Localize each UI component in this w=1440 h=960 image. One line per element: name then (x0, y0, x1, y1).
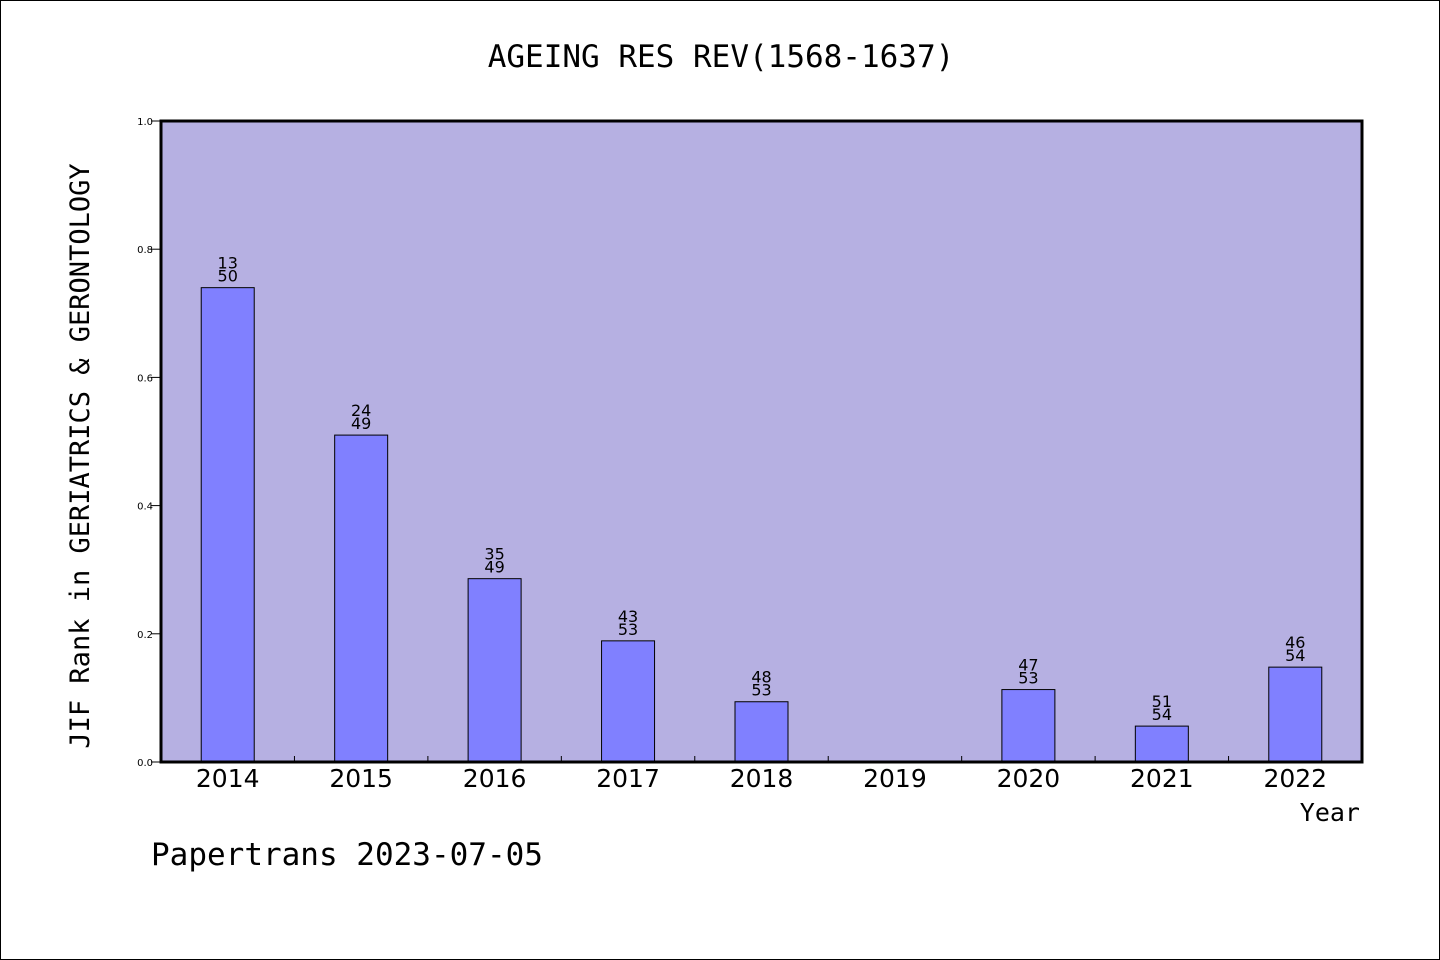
bar (601, 640, 656, 763)
y-tick-label: 0.4 (137, 502, 153, 513)
y-tick-label: 0.2 (137, 630, 153, 641)
y-tick-label: 1.0 (137, 117, 153, 128)
bar (734, 701, 789, 763)
x-tick-label: 2022 (1263, 764, 1327, 793)
y-axis-label: JIF Rank in GERIATRICS & GERONTOLOGY (65, 163, 96, 748)
footer-text: Papertrans 2023-07-05 (151, 837, 543, 873)
bar (1134, 725, 1189, 763)
bars-group (200, 287, 1323, 763)
x-tick-label: 2016 (463, 764, 527, 793)
bar-total-label: 53 (751, 681, 771, 700)
y-tick-label: 0.0 (137, 758, 153, 769)
plot-border (159, 119, 1364, 764)
chart-title: AGEING RES REV(1568-1637) (488, 39, 955, 75)
x-tick-label: 2017 (596, 764, 660, 793)
bar (200, 287, 255, 763)
x-tick-label: 2015 (329, 764, 393, 793)
x-tick-label: 2021 (1130, 764, 1194, 793)
bar (467, 578, 522, 763)
x-tick-label: 2014 (196, 764, 260, 793)
y-tick-label: 0.8 (137, 245, 153, 256)
bar-rank-label: 13 (218, 254, 238, 273)
x-tick-label: 2019 (863, 764, 927, 793)
y-axis: 0.0 0.2 0.4 0.6 0.8 1.0 (137, 117, 161, 769)
bar-rank-label: 35 (484, 545, 504, 564)
bar-rank-label: 46 (1285, 633, 1305, 652)
bar-total-label: 54 (1285, 646, 1305, 665)
bar (334, 434, 389, 763)
x-tick-label: 2020 (997, 764, 1061, 793)
bar-rank-label: 48 (751, 668, 771, 687)
bar-rank-label: 24 (351, 401, 371, 420)
bar-total-label: 53 (618, 620, 638, 639)
bar (1001, 689, 1056, 763)
bar (1268, 666, 1323, 763)
bar-rank-label: 47 (1018, 656, 1038, 675)
bar-total-label: 49 (484, 558, 504, 577)
bar-rank-label: 43 (618, 607, 638, 626)
x-axis-label: Year (1300, 798, 1360, 827)
x-tick-label: 2018 (730, 764, 794, 793)
bar-total-label: 49 (351, 414, 371, 433)
bar-total-label: 53 (1018, 669, 1038, 688)
bar-total-label: 50 (218, 267, 238, 286)
x-axis: 2014 2015 2016 2017 2018 2019 2020 2021 2022 (196, 756, 1327, 793)
bar-rank-label: 51 (1152, 692, 1172, 711)
bar-total-label: 54 (1152, 705, 1172, 724)
y-tick-label: 0.6 (137, 373, 153, 384)
